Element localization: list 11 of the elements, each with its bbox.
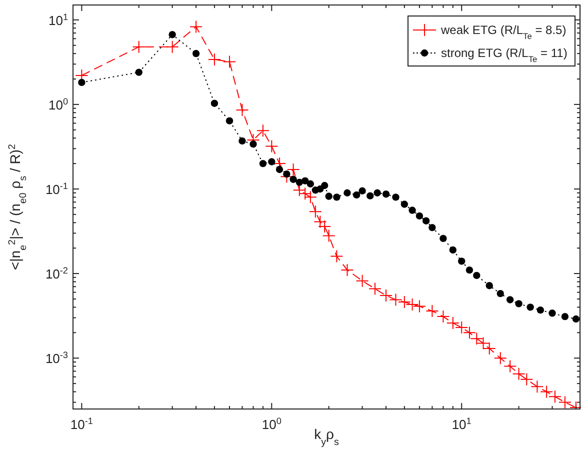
legend-label: weak ETG (R/L$_{Te}$ = 8.5) (440, 23, 566, 41)
legend-label: strong ETG (R/L$_{Te}$ = 11) (441, 46, 568, 64)
x-tick-label: 10$^{1}$ (452, 416, 472, 432)
x-tick-label: 10$^{-1}$ (70, 416, 93, 432)
y-tick-label: 10$^{-3}$ (45, 350, 68, 366)
x-tick-label: 10$^{0}$ (262, 416, 282, 432)
y-tick-label: 10$^{1}$ (48, 12, 68, 28)
y-tick-label: 10$^{0}$ (48, 96, 68, 112)
x-axis-title: k$_{y}$ρ$_{s}$ (314, 426, 339, 448)
y-tick-label: 10$^{-2}$ (45, 266, 68, 282)
y-tick-label: 10$^{-1}$ (45, 180, 68, 197)
